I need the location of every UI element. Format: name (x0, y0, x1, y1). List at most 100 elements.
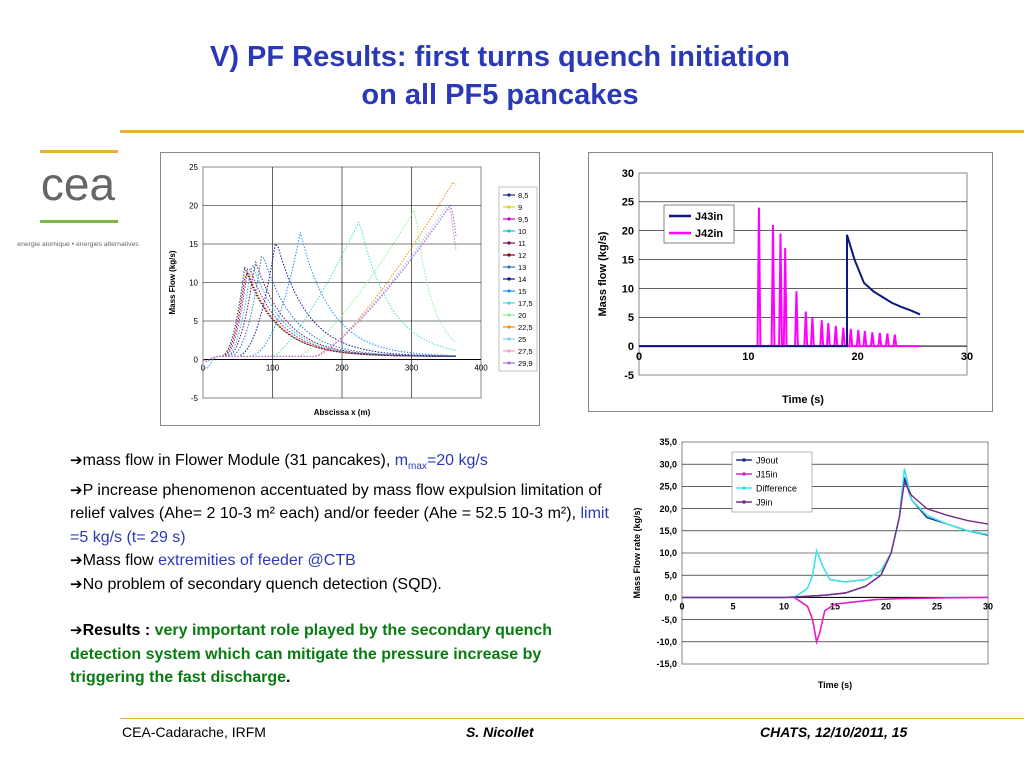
cea-logo: cea energie atomique • energies alternat… (0, 148, 160, 258)
plot-area (638, 172, 968, 376)
y-tick-label: 0 (194, 355, 199, 364)
logo-tagline: energie atomique • energies alternatives (17, 241, 139, 248)
y-tick-label: 5 (194, 317, 199, 326)
series-line-14 (202, 242, 456, 362)
legend-label: 14 (518, 275, 526, 284)
legend-label: 17,5 (518, 299, 533, 308)
legend-marker (742, 458, 746, 462)
legend-marker (507, 277, 511, 281)
spacer (70, 596, 615, 619)
bullet-2: ➔P increase phenomenon accentuated by ma… (70, 481, 609, 546)
y-tick-label: 30,0 (659, 459, 677, 469)
legend-label: 13 (518, 263, 526, 272)
x-tick-label: 300 (405, 364, 419, 373)
x-tick-label: 5 (730, 601, 735, 611)
bullet-3: ➔Mass flow extremities of feeder @CTB (70, 552, 356, 570)
legend-label: 12 (518, 251, 526, 260)
legend-label: 15 (518, 287, 526, 296)
x-tick-label: 30 (961, 351, 973, 363)
chart-mass-flow-rate-vs-time: -15,0 -10,0 -5,0 0,0 5,0 10,0 15,0 20,0 25,0 30,0… (632, 437, 993, 690)
legend-marker (507, 241, 511, 245)
bullet-list: ➔mass flow in Flower Module (31 pancakes… (70, 449, 615, 690)
legend-label: J15in (756, 470, 778, 480)
series-line-J43in (639, 234, 921, 348)
title-rule (120, 130, 1024, 133)
footer-conference: CHATS, 12/10/2011, 15 (760, 724, 908, 740)
x-tick-label: 200 (335, 364, 349, 373)
footer-author: S. Nicollet (466, 724, 534, 740)
chart-time-panel: -5 0 5 10 15 20 25 30 0 10 20 30 Time (s) Mass flow (… (588, 152, 993, 412)
y-tick-label: -5 (624, 370, 634, 382)
y-tick-label: 0 (628, 341, 634, 353)
legend-label: 11 (518, 239, 526, 248)
x-tick-label: 10 (779, 601, 789, 611)
legend-label: Difference (756, 484, 797, 494)
series-line-13 (202, 255, 456, 370)
legend-marker (742, 472, 746, 476)
x-tick-label: 20 (881, 601, 891, 611)
legend-marker (507, 229, 511, 233)
legend-marker (507, 205, 511, 209)
y-tick-label: 10,0 (659, 548, 677, 558)
y-tick-label: 5 (628, 312, 634, 324)
legend-marker (507, 337, 511, 341)
legend-label: 25 (518, 335, 526, 344)
legend-label: 9 (518, 203, 522, 212)
legend-label: 27,5 (518, 347, 533, 356)
legend-marker (507, 193, 511, 197)
y-tick-label: -10,0 (656, 637, 677, 647)
x-tick-label: 20 (852, 351, 864, 363)
legend: J9out J15in Difference J9in (731, 451, 813, 513)
y-tick-label: 10 (189, 278, 198, 287)
legend-marker (742, 500, 746, 504)
chart-mass-flow-vs-abscissa: -5 0 5 10 15 20 25 0 100 200 300 400 Abscissa x (m) M… (168, 163, 538, 417)
y-tick-label: 20 (622, 226, 634, 238)
series-line-20 (202, 209, 457, 362)
y-tick-label: 15 (189, 240, 198, 249)
legend-box (663, 204, 735, 244)
series-line-Difference (682, 468, 989, 599)
x-tick-label: 0 (201, 364, 206, 373)
legend-label: J42in (695, 228, 723, 240)
x-tick-label: 0 (679, 601, 684, 611)
y-tick-label: 20 (189, 201, 198, 210)
y-tick-label: 15,0 (659, 526, 677, 536)
logo-wordmark: cea (41, 158, 116, 210)
x-tick-label: 30 (983, 601, 993, 611)
legend-marker (507, 217, 511, 221)
x-tick-label: 100 (266, 364, 280, 373)
series-line-29,9 (202, 204, 457, 362)
legend-marker (507, 325, 511, 329)
x-axis-label: Time (s) (818, 680, 852, 690)
y-tick-label: 35,0 (659, 437, 677, 447)
series-line-17,5 (202, 221, 457, 370)
y-tick-label: 25 (189, 163, 198, 172)
legend-marker (742, 486, 746, 490)
legend-label: 22,5 (518, 323, 533, 332)
series-line-J15in (682, 596, 989, 645)
legend-label: J9out (756, 456, 779, 466)
y-axis-label: Mass Flow rate (kg/s) (632, 507, 642, 598)
legend-marker (507, 361, 511, 365)
legend-label: 20 (518, 311, 526, 320)
y-tick-label: -5 (191, 394, 199, 403)
title-line-2: on all PF5 pancakes (361, 79, 639, 111)
slide-title: V) PF Results: first turns quench initia… (120, 38, 880, 114)
bullet-1: ➔mass flow in Flower Module (31 pancakes… (70, 452, 488, 473)
y-tick-label: 0,0 (664, 593, 677, 603)
legend-label: 10 (518, 227, 526, 236)
x-axis-label: Abscissa x (m) (314, 408, 371, 417)
footer-rule (120, 718, 1024, 719)
legend-marker (507, 301, 511, 305)
y-tick-label: 20,0 (659, 504, 677, 514)
legend-label: J9in (756, 498, 773, 508)
x-tick-label: 10 (742, 351, 754, 363)
series-line-9 (202, 268, 456, 362)
legend-marker (507, 313, 511, 317)
y-tick-label: 25,0 (659, 482, 677, 492)
y-tick-label: 15 (622, 254, 634, 266)
y-tick-label: -15,0 (656, 659, 677, 669)
legend-label: 29,9 (518, 359, 533, 368)
y-tick-label: 10 (622, 283, 634, 295)
